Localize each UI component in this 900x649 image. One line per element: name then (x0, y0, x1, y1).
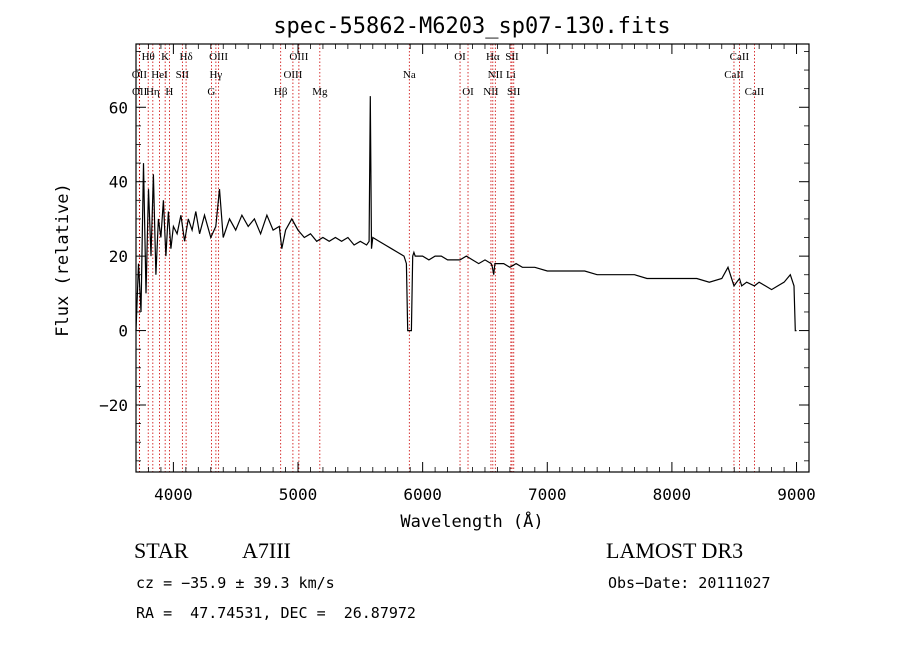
x-tick-label-2: 6000 (403, 485, 442, 504)
line-label-17: CaII (724, 69, 744, 81)
coordinates: RA = 47.74531, DEC = 26.87972 (136, 604, 416, 622)
chart-title: spec-55862-M6203_sp07-130.fits (273, 14, 670, 39)
line-label-8: CaII (730, 51, 750, 63)
x-tick-label-4: 8000 (653, 485, 692, 504)
line-markers (138, 44, 755, 472)
line-label-25: NII (483, 86, 499, 98)
y-tick-label-2: 20 (109, 247, 128, 266)
line-label-20: H (165, 86, 173, 98)
object-class: STAR (134, 538, 189, 563)
y-tick-label-1: 0 (118, 322, 128, 341)
line-label-14: Na (403, 69, 416, 81)
x-axis-label: Wavelength (Å) (400, 510, 543, 532)
line-label-13: OIII (283, 69, 302, 81)
line-label-1: K (161, 51, 169, 63)
y-axis: −20 0 20 40 60 (99, 51, 809, 462)
line-label-19: Hη (146, 86, 160, 98)
line-label-21: G (207, 86, 215, 98)
line-label-22: Hβ (274, 86, 288, 98)
y-tick-label-0: −20 (99, 396, 128, 415)
line-label-7: SII (505, 51, 519, 63)
line-label-9: OII (132, 69, 148, 81)
line-label-6: Hα (486, 51, 500, 63)
x-axis: 4000 5000 6000 7000 8000 9000 (148, 44, 816, 504)
line-label-15: NII (488, 69, 504, 81)
line-label-23: Mg (312, 86, 328, 98)
line-label-26: SII (507, 86, 521, 98)
line-label-2: Hδ (180, 51, 193, 63)
x-tick-label-1: 5000 (279, 485, 318, 504)
y-tick-label-4: 60 (109, 98, 128, 117)
redshift-value: cz = −35.9 ± 39.3 km/s (136, 574, 335, 592)
line-label-5: OI (454, 51, 466, 63)
obs-date: Obs−Date: 20111027 (608, 574, 771, 592)
x-tick-label-5: 9000 (777, 485, 816, 504)
line-label-4: OIII (289, 51, 308, 63)
object-subclass: A7III (242, 538, 291, 563)
x-tick-label-3: 7000 (528, 485, 567, 504)
y-axis-label: Flux (relative) (53, 183, 73, 337)
line-label-16: Li (506, 69, 516, 81)
survey-name: LAMOST DR3 (606, 538, 744, 563)
line-labels: Hθ K Hδ OIII OIII OI Hα SII CaII OII HeI SII Hγ OIII N… (132, 51, 765, 98)
line-label-10: HeI (151, 69, 168, 81)
line-label-11: SII (176, 69, 190, 81)
spectrum-series-line (135, 96, 797, 332)
line-label-0: Hθ (142, 51, 155, 63)
line-label-24: OI (462, 86, 474, 98)
y-tick-label-3: 40 (109, 173, 128, 192)
line-label-3: OIII (209, 51, 228, 63)
x-tick-label-0: 4000 (154, 485, 193, 504)
plot-frame (135, 43, 810, 473)
line-label-27: CaII (745, 86, 765, 98)
line-label-12: Hγ (209, 69, 222, 81)
